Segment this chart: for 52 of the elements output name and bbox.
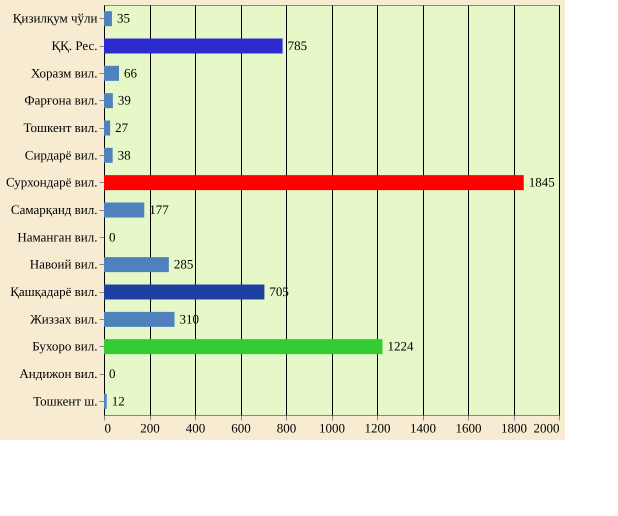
y-tick-label: Сирдарё вил. bbox=[24, 147, 98, 162]
data-label: 27 bbox=[115, 120, 129, 135]
bar bbox=[104, 339, 382, 354]
y-tick-label: Самарқанд вил. bbox=[10, 202, 98, 217]
x-tick-label: 0 bbox=[104, 420, 111, 436]
data-label: 1845 bbox=[528, 174, 555, 190]
data-label: 285 bbox=[174, 256, 194, 272]
data-label: 0 bbox=[109, 229, 116, 244]
y-tick-label: Қашқадарё вил. bbox=[10, 284, 98, 299]
x-tick-label: 600 bbox=[231, 420, 251, 436]
data-label: 785 bbox=[288, 38, 308, 53]
y-tick-label: Тошкент вил. bbox=[24, 120, 98, 135]
data-label: 1224 bbox=[387, 338, 414, 354]
y-tick-label: Қизилқум чўли bbox=[12, 10, 98, 26]
x-tick-label: 1400 bbox=[410, 420, 436, 436]
bar bbox=[104, 175, 524, 190]
data-label: 39 bbox=[118, 92, 131, 108]
x-tick-label: 1000 bbox=[319, 420, 345, 436]
bar bbox=[104, 202, 144, 218]
bar bbox=[104, 148, 113, 163]
x-tick-label: 1800 bbox=[501, 420, 527, 436]
data-label: 35 bbox=[116, 10, 130, 26]
x-tick-label: 1200 bbox=[364, 420, 390, 436]
y-tick-label: Тошкент ш. bbox=[33, 393, 98, 408]
x-tick-label: 400 bbox=[186, 420, 206, 436]
bar bbox=[104, 11, 112, 26]
y-tick-label: Бухоро вил. bbox=[32, 338, 98, 354]
data-label: 38 bbox=[118, 147, 131, 162]
bar bbox=[104, 257, 169, 272]
y-tick-label: Наманган вил. bbox=[17, 229, 98, 244]
x-tick-label: 2000 bbox=[534, 420, 560, 436]
x-tick-label: 800 bbox=[276, 420, 296, 436]
y-tick-label: Хоразм вил. bbox=[30, 65, 98, 80]
y-tick-label: Сурхондарё вил. bbox=[6, 174, 98, 190]
bar bbox=[104, 93, 113, 108]
data-label: 12 bbox=[112, 393, 125, 408]
bar bbox=[104, 66, 120, 81]
data-label: 177 bbox=[149, 202, 170, 217]
y-tick-label: Андижон вил. bbox=[19, 366, 98, 381]
x-tick-label: 200 bbox=[140, 420, 160, 436]
data-label: 0 bbox=[109, 366, 116, 381]
bar bbox=[104, 312, 175, 327]
data-label: 66 bbox=[124, 65, 138, 80]
x-tick-label: 1600 bbox=[456, 420, 482, 436]
y-tick-label: Навоий вил. bbox=[30, 256, 98, 272]
y-tick-label: Фарғона вил. bbox=[24, 92, 98, 108]
bar bbox=[104, 120, 110, 136]
y-tick-label: Жиззах вил. bbox=[30, 311, 98, 326]
bar bbox=[104, 284, 264, 300]
y-tick-label: ҚҚ. Рес. bbox=[51, 38, 98, 53]
bar bbox=[104, 394, 107, 409]
bar bbox=[104, 38, 283, 54]
